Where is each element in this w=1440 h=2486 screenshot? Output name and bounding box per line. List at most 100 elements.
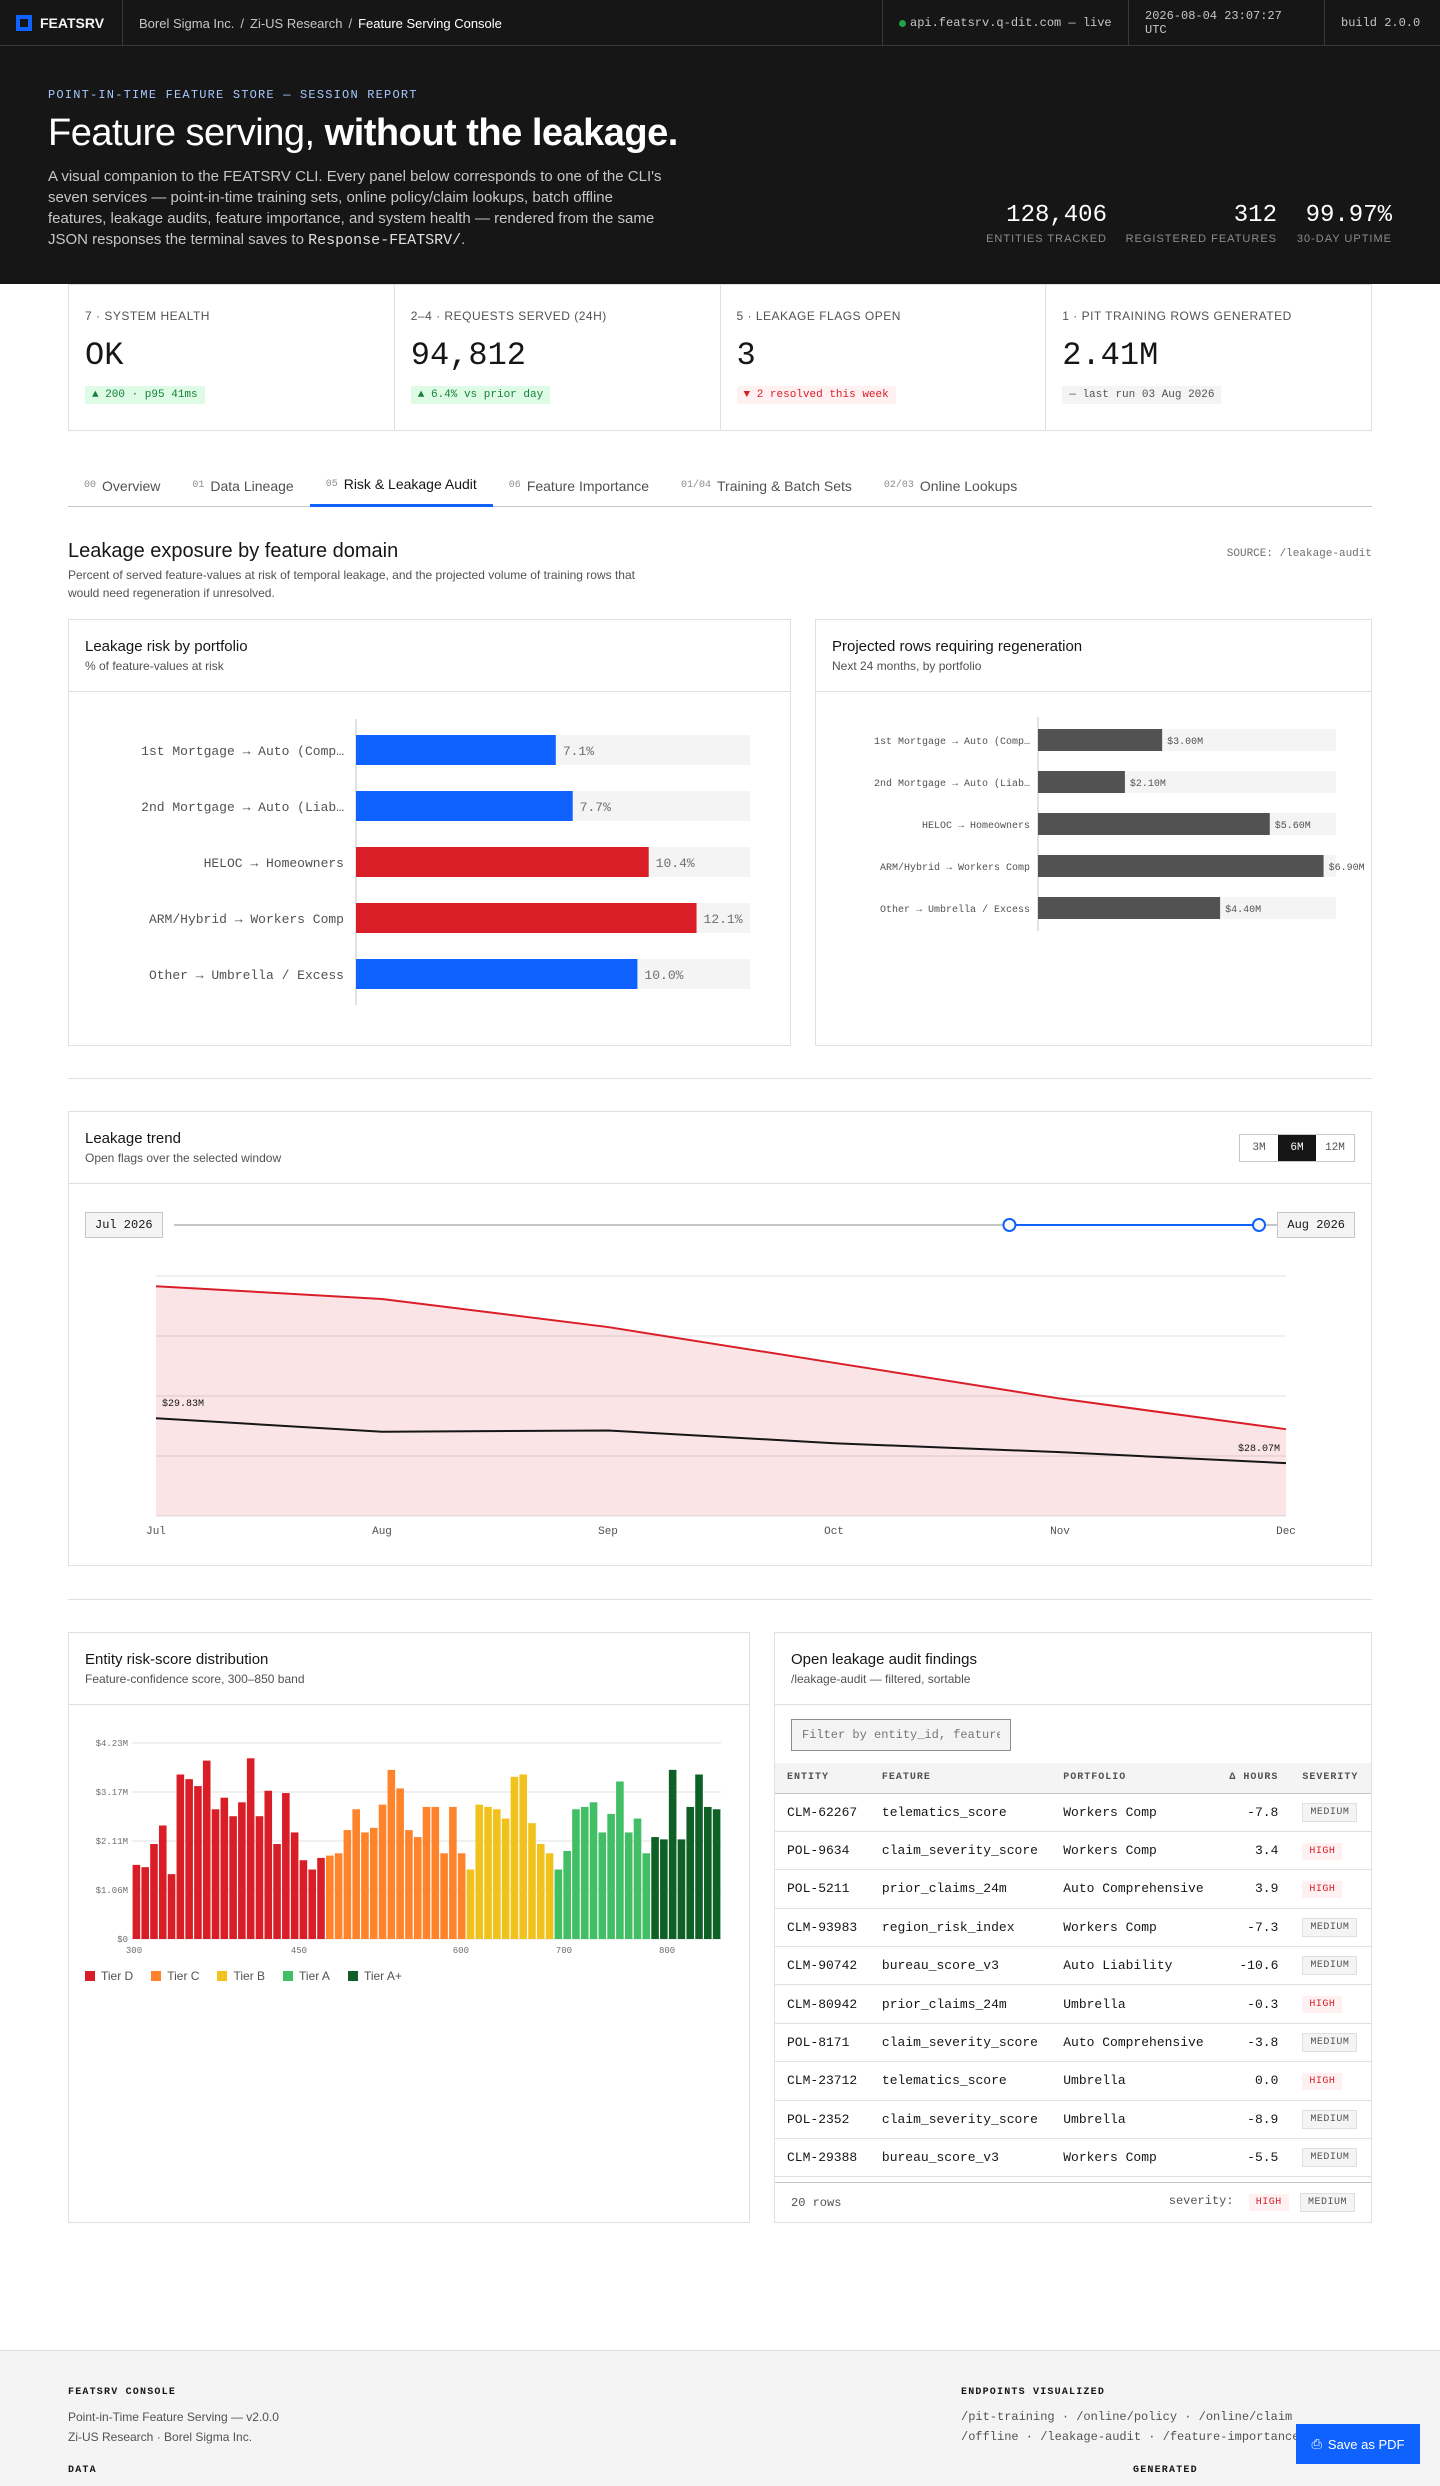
tab-training-batch-sets[interactable]: 01/04 Training & Batch Sets bbox=[665, 464, 868, 507]
kpi-system-health[interactable]: 7 · SYSTEM HEALTH OK ▲ 200 · p95 41ms bbox=[69, 285, 395, 430]
leakage-trend-chart: Jul Aug Sep Oct Nov Dec $29.83M $28.07M bbox=[146, 1275, 1296, 1538]
histogram-bar bbox=[396, 1788, 404, 1939]
table-row[interactable]: POL-9634 claim_severity_score Workers Comp… bbox=[775, 1831, 1371, 1871]
severity-chip-high[interactable]: HIGH bbox=[1248, 2194, 1289, 2211]
kpi-training-rows[interactable]: 1 · PIT TRAINING ROWS GENERATED 2.41M — … bbox=[1046, 285, 1371, 430]
histogram-bar bbox=[686, 1806, 695, 1939]
save-pdf-label: Save as PDF bbox=[1327, 2436, 1405, 2452]
cell-severity: HIGH bbox=[1290, 1984, 1371, 2024]
footer-console-org: Zi-US Research · Borel Sigma Inc. bbox=[68, 2430, 253, 2444]
range-end-date[interactable]: Aug 2026 bbox=[1277, 1212, 1355, 1238]
legend-item-tier-c[interactable]: Tier C bbox=[151, 1969, 199, 1983]
histogram-bar bbox=[510, 1776, 519, 1939]
column-header-severity[interactable]: SEVERITY bbox=[1290, 1763, 1371, 1794]
page-title: Feature serving, without the leakage. bbox=[48, 112, 678, 155]
histogram-bar bbox=[290, 1832, 299, 1939]
hero-stat-features: 312 REGISTERED FEATURES bbox=[1126, 202, 1277, 245]
column-header-feature[interactable]: FEATURE bbox=[869, 1763, 1052, 1794]
histogram-bar bbox=[616, 1781, 624, 1939]
x-tick-label: Nov bbox=[1050, 1526, 1070, 1538]
severity-badge: HIGH bbox=[1302, 2072, 1343, 2090]
histogram-bar bbox=[158, 1825, 167, 1939]
severity-badge: HIGH bbox=[1302, 1842, 1343, 1860]
range-12m-button[interactable]: 12M bbox=[1325, 1142, 1345, 1154]
table-row[interactable]: POL-2352 claim_severity_score Umbrella -8.9… bbox=[775, 2100, 1371, 2140]
risk-distribution-card: Entity risk-score distribution Feature-c… bbox=[68, 1632, 750, 2223]
tab-data-lineage[interactable]: 01 Data Lineage bbox=[176, 464, 309, 507]
histogram-bar bbox=[668, 1769, 677, 1939]
timestamp: 2026-08-04 23:07:27 UTC bbox=[1145, 9, 1282, 37]
data-label: 12.1% bbox=[704, 912, 743, 927]
table-row[interactable]: CLM-23712 telematics_score Umbrella 0.0 HIGH bbox=[775, 2061, 1371, 2101]
tab-overview[interactable]: 00 Overview bbox=[68, 464, 176, 507]
cell-entity: POL-2352 bbox=[775, 2100, 870, 2140]
column-header-entity[interactable]: ENTITY bbox=[775, 1763, 870, 1794]
tab-online-lookups[interactable]: 02/03 Online Lookups bbox=[868, 464, 1033, 507]
y-tick-label: $1.06M bbox=[96, 1886, 128, 1896]
annotation-label: $28.07M bbox=[1238, 1443, 1280, 1455]
save-pdf-button[interactable]: ⎙ Save as PDF bbox=[1296, 2424, 1420, 2464]
cell-feature: claim_severity_score bbox=[869, 2100, 1052, 2140]
table-row[interactable]: CLM-29388 bureau_score_v3 Workers Comp -5.5… bbox=[775, 2138, 1371, 2178]
legend-swatch bbox=[283, 1971, 294, 1981]
data-label: $4.40M bbox=[1225, 904, 1261, 916]
cell-delta-hours: -3.8 bbox=[1216, 2023, 1291, 2063]
breadcrumb-team[interactable]: Zi-US Research bbox=[250, 15, 343, 31]
x-tick-label: 300 bbox=[126, 1946, 142, 1956]
audit-filter-input[interactable] bbox=[791, 1719, 1011, 1751]
range-3m-button[interactable]: 3M bbox=[1252, 1142, 1266, 1154]
severity-chip-medium[interactable]: MEDIUM bbox=[1299, 2193, 1355, 2212]
cell-portfolio: Umbrella bbox=[1051, 2100, 1217, 2140]
kpi-requests-served[interactable]: 2–4 · REQUESTS SERVED (24H) 94,812 ▲ 6.4… bbox=[395, 285, 721, 430]
cell-feature: bureau_score_v3 bbox=[869, 1946, 1052, 1986]
range-start-date[interactable]: Jul 2026 bbox=[85, 1212, 163, 1238]
tab-feature-importance[interactable]: 06 Feature Importance bbox=[493, 464, 665, 507]
data-label: 7.1% bbox=[563, 744, 594, 759]
cell-entity: POL-9634 bbox=[775, 1831, 870, 1871]
histogram-bar bbox=[255, 1816, 264, 1939]
legend-item-tier-b[interactable]: Tier B bbox=[217, 1969, 265, 1983]
footer-generated-heading: GENERATED bbox=[1133, 2465, 1198, 2476]
histogram-bar bbox=[598, 1832, 607, 1939]
api-status: api.featsrv.q-dit.com — live bbox=[882, 0, 1128, 46]
hero-stat-value: 99.97% bbox=[1305, 202, 1392, 229]
breadcrumb: Borel Sigma Inc. / Zi-US Research / Feat… bbox=[122, 0, 502, 46]
legend-label: Tier B bbox=[233, 1969, 266, 1983]
histogram-bar bbox=[229, 1816, 237, 1939]
range-slider[interactable] bbox=[69, 1205, 1371, 1245]
table-row[interactable]: CLM-80942 prior_claims_24m Umbrella -0.3 HIG… bbox=[775, 1984, 1371, 2024]
cell-portfolio: Workers Comp bbox=[1051, 1831, 1217, 1871]
card-header: Leakage trend Open flags over the select… bbox=[69, 1112, 1371, 1184]
table-row[interactable]: POL-8171 claim_severity_score Auto Compreh… bbox=[775, 2023, 1371, 2063]
table-row[interactable]: CLM-90742 bureau_score_v3 Auto Liability -1… bbox=[775, 1946, 1371, 1986]
kpi-leakage-flags[interactable]: 5 · LEAKAGE FLAGS OPEN 3 ▼ 2 resolved th… bbox=[721, 285, 1047, 430]
build-tag: build 2.0.0 bbox=[1324, 0, 1440, 46]
brand[interactable]: FEATSRV bbox=[16, 15, 104, 31]
column-header-portfolio[interactable]: PORTFOLIO bbox=[1051, 1763, 1217, 1794]
breadcrumb-org[interactable]: Borel Sigma Inc. bbox=[139, 15, 235, 31]
histogram-bar bbox=[431, 1806, 440, 1939]
histogram-bar bbox=[536, 1844, 545, 1939]
column-header-delta-hours[interactable]: Δ HOURS bbox=[1216, 1763, 1291, 1794]
tab-risk-leakage-audit[interactable]: 05 Risk & Leakage Audit bbox=[309, 464, 493, 507]
legend-item-tier-a-plus[interactable]: Tier A+ bbox=[347, 1969, 402, 1983]
category-label: 2nd Mortgage → Auto (Liab… bbox=[874, 778, 1030, 790]
range-6m-button[interactable]: 6M bbox=[1278, 1135, 1316, 1161]
severity-badge: MEDIUM bbox=[1302, 2148, 1358, 2168]
legend-label: Tier A+ bbox=[363, 1969, 402, 1983]
y-tick-label: $0 bbox=[117, 1935, 128, 1945]
legend-item-tier-a[interactable]: Tier A bbox=[283, 1969, 330, 1983]
table-row[interactable]: CLM-93983 region_risk_index Workers Comp -7… bbox=[775, 1908, 1371, 1948]
histogram-bar bbox=[299, 1860, 308, 1939]
cell-entity: CLM-93983 bbox=[775, 1908, 870, 1948]
kpi-delta-badge: ▲ 6.4% vs prior day bbox=[410, 386, 551, 404]
legend-item-tier-d[interactable]: Tier D bbox=[85, 1969, 133, 1983]
tab-number: 05 bbox=[325, 478, 338, 490]
category-label: ARM/Hybrid → Workers Comp bbox=[880, 862, 1030, 874]
legend-swatch bbox=[151, 1971, 162, 1981]
hero-eyebrow: POINT-IN-TIME FEATURE STORE — SESSION RE… bbox=[48, 88, 418, 102]
series-area bbox=[156, 1286, 1286, 1516]
x-tick-label: 600 bbox=[453, 1946, 469, 1956]
table-row[interactable]: POL-5211 prior_claims_24m Auto Comprehensi… bbox=[775, 1869, 1371, 1909]
table-row[interactable]: CLM-62267 telematics_score Workers Comp -7.… bbox=[775, 1793, 1371, 1832]
